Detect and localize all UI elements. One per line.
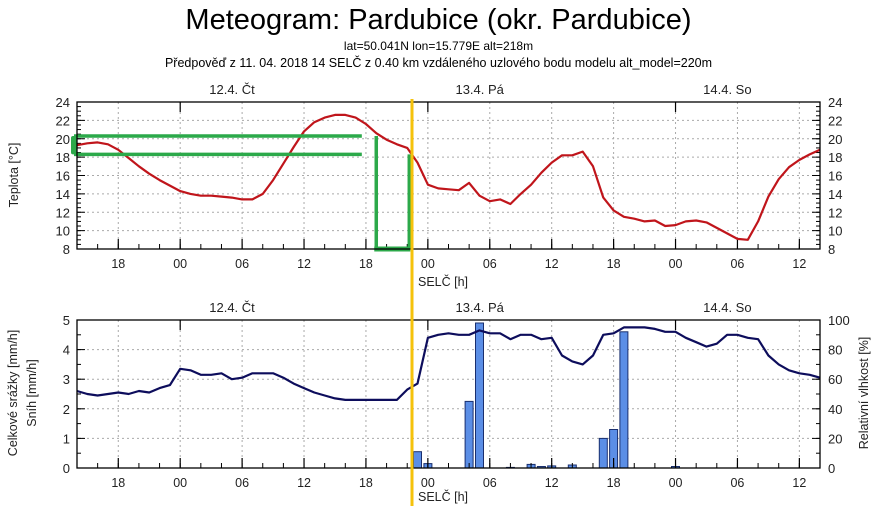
temperature-y-right-tick-label: 22 [828, 113, 842, 128]
temperature-x-tick-label: 00 [421, 257, 435, 271]
temperature-y-left-tick-label: 20 [56, 132, 70, 147]
precip-y-axis-label: Celkové srážky [mm/h] [6, 330, 20, 456]
temperature-x-tick-label: 12 [297, 257, 311, 271]
precip-day-label: 14.4. So [703, 300, 751, 315]
annotation-left-marker [71, 135, 77, 155]
precip-x-tick-label: 00 [669, 476, 683, 490]
precip-day-label: 12.4. Čt [209, 300, 255, 315]
precip-bar [619, 331, 629, 469]
temperature-y-left-tick-label: 24 [56, 95, 70, 110]
precip-y-left-tick-label: 1 [63, 431, 70, 446]
temperature-x-tick-label: 06 [483, 257, 497, 271]
precip-y-right-tick-label: 40 [828, 402, 842, 417]
precip-day-label: 13.4. Pá [455, 300, 504, 315]
green-annotation [71, 134, 412, 252]
precip-y-right-tick-label: 20 [828, 431, 842, 446]
temperature-y-right-tick-label: 16 [828, 169, 842, 184]
temperature-y-axis-label: Teplota [°C] [7, 143, 21, 208]
precip-y-right-tick-label: 100 [828, 313, 850, 328]
temperature-y-right-tick-label: 10 [828, 224, 842, 239]
humidity-line [76, 326, 821, 401]
precip-grid [77, 320, 820, 468]
temperature-x-tick-label: 06 [730, 257, 744, 271]
temperature-panel: 18 00 06 12 18 00 06 12 18 00 06 12 8 10 12 14 16 18 20 22 2… [7, 82, 842, 289]
precip-humidity-panel: 18 00 06 12 18 00 06 12 18 00 06 120123450204060801… [6, 300, 871, 504]
precip-x-tick-label: 12 [297, 476, 311, 490]
temperature-y-right-tick-label: 14 [828, 187, 842, 202]
precip-y-left-tick-label: 3 [63, 372, 70, 387]
humidity-y-axis-label: Relativní vlhkost [%] [857, 337, 871, 450]
chart-location-coords: lat=50.041N lon=15.779E alt=218m [343, 39, 534, 53]
temperature-y-right-tick-label: 24 [828, 95, 842, 110]
temperature-x-axis-label: SELČ [h] [418, 274, 468, 289]
precip-y-right-tick-label: 80 [828, 343, 842, 358]
precip-x-axis-label: SELČ [h] [418, 489, 468, 504]
precip-x-tick-label: 12 [792, 476, 806, 490]
temperature-x-tick-label: 12 [545, 257, 559, 271]
temperature-y-left-tick-label: 12 [56, 205, 70, 220]
precip-x-tick-label: 18 [359, 476, 373, 490]
temperature-y-left-tick-label: 18 [56, 150, 70, 165]
precip-x-tick-label: 06 [235, 476, 249, 490]
precip-x-tick-label: 18 [607, 476, 621, 490]
precip-y-left-tick-label: 0 [63, 461, 70, 476]
temperature-grid [77, 102, 820, 249]
temperature-x-tick-label: 18 [359, 257, 373, 271]
precip-x-tick-label: 00 [421, 476, 435, 490]
precip-y-left-tick-label: 2 [63, 402, 70, 417]
precip-bars [413, 322, 680, 469]
temperature-y-left-tick-label: 8 [63, 242, 70, 257]
precip-x-tick-label: 12 [545, 476, 559, 490]
snow-y-axis-label: Sníh [mm/h] [25, 359, 39, 426]
precip-bar [464, 400, 474, 469]
temperature-x-tick-label: 12 [792, 257, 806, 271]
temperature-y-right-tick-label: 20 [828, 132, 842, 147]
precip-x-tick-label: 18 [111, 476, 125, 490]
temperature-x-tick-label: 18 [111, 257, 125, 271]
temperature-x-tick-label: 00 [669, 257, 683, 271]
precip-x-tick-label: 06 [730, 476, 744, 490]
temperature-ticks: 18 00 06 12 18 00 06 12 18 00 06 12 8 10 12 14 16 18 20 22 2… [56, 95, 843, 271]
temperature-y-right-tick-label: 8 [828, 242, 835, 257]
temperature-plot-frame [76, 101, 821, 250]
precip-x-tick-label: 00 [173, 476, 187, 490]
precip-ticks: 18 00 06 12 18 00 06 12 18 00 06 120123450204060801… [63, 313, 850, 490]
temperature-y-right-tick-label: 18 [828, 150, 842, 165]
temperature-day-label: 12.4. Čt [209, 82, 255, 97]
temperature-day-label: 14.4. So [703, 82, 751, 97]
precip-y-right-tick-label: 60 [828, 372, 842, 387]
temperature-y-left-tick-label: 16 [56, 169, 70, 184]
temperature-x-tick-label: 18 [607, 257, 621, 271]
temperature-x-tick-label: 06 [235, 257, 249, 271]
temperature-x-tick-label: 00 [173, 257, 187, 271]
precip-x-tick-label: 06 [483, 476, 497, 490]
temperature-y-left-tick-label: 14 [56, 187, 70, 202]
precip-day-labels: 12.4. Čt 13.4. Pá 14.4. So [209, 300, 751, 315]
chart-title: Meteogram: Pardubice (okr. Pardubice) [185, 4, 692, 36]
temperature-y-left-tick-label: 10 [56, 224, 70, 239]
precip-y-right-tick-label: 0 [828, 461, 835, 476]
chart-forecast-info: Předpověď z 11. 04. 2018 14 SELČ z 0.40 … [164, 56, 713, 70]
precip-y-left-tick-label: 5 [63, 313, 70, 328]
precip-plot-frame [76, 319, 821, 469]
precip-y-left-tick-label: 4 [63, 343, 70, 358]
temperature-day-labels: 12.4. Čt 13.4. Pá 14.4. So [209, 82, 751, 97]
temperature-day-label: 13.4. Pá [455, 82, 504, 97]
precip-bar [598, 437, 608, 469]
temperature-y-left-tick-label: 22 [56, 113, 70, 128]
temperature-line [76, 113, 821, 241]
precip-bar [413, 451, 422, 469]
precip-bar [475, 322, 484, 469]
temperature-y-right-tick-label: 12 [828, 205, 842, 220]
